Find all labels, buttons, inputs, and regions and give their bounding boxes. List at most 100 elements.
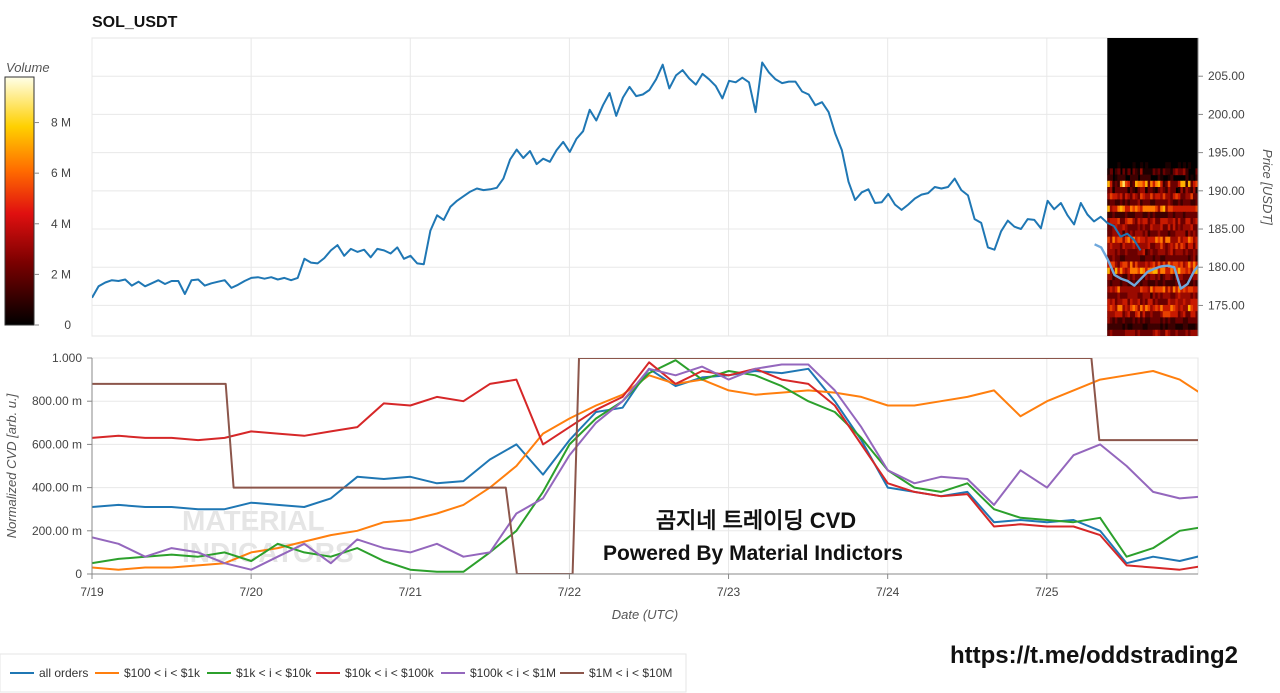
heatmap-cell: [1109, 205, 1113, 213]
heatmap-cell: [1147, 211, 1151, 219]
heatmap-cell: [1119, 218, 1124, 225]
heatmap-cell: [1145, 174, 1149, 182]
heatmap-cell: [1150, 180, 1154, 188]
heatmap-cell: [1155, 255, 1159, 263]
heatmap-cell: [1187, 193, 1192, 201]
cvd-axis-title: Normalized CVD [arb. u.]: [4, 393, 19, 538]
heatmap-cell: [1162, 236, 1166, 244]
heatmap-cell: [1157, 193, 1161, 201]
heatmap-cell: [1167, 323, 1171, 331]
heatmap-cell: [1107, 304, 1111, 312]
cvd-tick-label: 1.000: [52, 351, 82, 365]
heatmap-cell: [1122, 249, 1126, 256]
heatmap-cell: [1182, 242, 1187, 250]
heatmap-cell: [1124, 311, 1129, 318]
heatmap-cell: [1119, 317, 1124, 325]
heatmap-cell: [1190, 193, 1194, 201]
heatmap-cell: [1157, 199, 1161, 207]
heatmap-cell: [1112, 249, 1116, 256]
heatmap-cell: [1157, 292, 1161, 300]
heatmap-cell: [1155, 323, 1159, 331]
heatmap-cell: [1119, 286, 1124, 294]
heatmap-cell: [1114, 187, 1118, 194]
heatmap-cell: [1152, 323, 1156, 331]
heatmap-cell: [1119, 292, 1124, 300]
heatmap-cell: [1112, 298, 1116, 306]
heatmap-cell: [1145, 311, 1149, 318]
telegram-url[interactable]: https://t.me/oddstrading2: [950, 642, 1238, 669]
heatmap-cell: [1142, 193, 1146, 201]
heatmap-cell: [1112, 311, 1116, 318]
heatmap-cell: [1140, 267, 1144, 275]
heatmap-cell: [1117, 304, 1121, 312]
heatmap-cell: [1160, 255, 1164, 263]
heatmap-cell: [1180, 193, 1184, 201]
heatmap-cell: [1147, 323, 1151, 331]
cvd-tick-label: 0: [75, 567, 82, 581]
heatmap-cell: [1185, 230, 1189, 238]
heatmap-cell: [1192, 193, 1197, 201]
heatmap-cell: [1142, 242, 1146, 250]
heatmap-cell: [1114, 230, 1118, 238]
heatmap-cell: [1195, 199, 1198, 207]
heatmap-cell: [1192, 255, 1197, 263]
heatmap-cell: [1170, 317, 1174, 325]
heatmap-cell: [1195, 236, 1198, 244]
heatmap-cell: [1114, 205, 1118, 213]
heatmap-cell: [1150, 298, 1154, 306]
heatmap-cell: [1155, 273, 1159, 281]
heatmap-cell: [1109, 249, 1113, 256]
heatmap-cell: [1190, 261, 1194, 269]
heatmap-cell: [1124, 168, 1129, 176]
heatmap-cell: [1127, 187, 1131, 194]
heatmap-cell: [1172, 249, 1176, 256]
heatmap-cell: [1167, 273, 1171, 281]
heatmap-cell: [1177, 211, 1181, 219]
heatmap-cell: [1192, 298, 1197, 306]
heatmap-cell: [1177, 292, 1181, 300]
heatmap-cell: [1170, 242, 1174, 250]
heatmap-cell: [1137, 199, 1141, 207]
heatmap-cell: [1172, 261, 1176, 269]
heatmap-cell: [1137, 323, 1141, 331]
heatmap-cell: [1119, 255, 1124, 263]
heatmap-cell: [1109, 273, 1113, 281]
heatmap-cell: [1124, 187, 1129, 194]
heatmap-cell: [1135, 255, 1139, 263]
heatmap-cell: [1187, 280, 1192, 287]
heatmap-cell: [1117, 298, 1121, 306]
heatmap-cell: [1124, 199, 1129, 207]
heatmap-cell: [1132, 199, 1136, 207]
heatmap-cell: [1192, 218, 1197, 225]
heatmap-cell: [1109, 187, 1113, 194]
heatmap-cell: [1117, 311, 1121, 318]
heatmap-cell: [1180, 311, 1184, 318]
heatmap-cell: [1135, 199, 1139, 207]
heatmap-cell: [1187, 329, 1192, 336]
heatmap-cell: [1155, 180, 1159, 188]
legend: all orders $100 < i < $1k $1k < i < $10k $1…: [0, 653, 687, 693]
heatmap-cell: [1175, 224, 1179, 232]
heatmap-cell: [1147, 273, 1151, 281]
heatmap-cell: [1152, 292, 1156, 300]
heatmap-cell: [1114, 168, 1118, 176]
heatmap-cell: [1185, 286, 1189, 294]
heatmap-cell: [1167, 205, 1171, 213]
heatmap-cell: [1140, 162, 1144, 169]
heatmap-cell: [1114, 224, 1118, 232]
heatmap-cell: [1182, 211, 1187, 219]
heatmap-cell: [1162, 187, 1166, 194]
heatmap-cell: [1177, 193, 1181, 201]
heatmap-cell: [1129, 180, 1134, 188]
heatmap-cell: [1112, 280, 1116, 287]
heatmap-cell: [1112, 261, 1116, 269]
heatmap-cell: [1165, 286, 1169, 294]
heatmap-cell: [1132, 261, 1136, 269]
heatmap-cell: [1117, 168, 1121, 176]
orderbook-heatmap: [1107, 38, 1198, 336]
heatmap-cell: [1122, 255, 1126, 263]
heatmap-cell: [1172, 304, 1176, 312]
heatmap-cell: [1107, 242, 1111, 250]
heatmap-cell: [1135, 187, 1139, 194]
heatmap-cell: [1150, 323, 1154, 331]
